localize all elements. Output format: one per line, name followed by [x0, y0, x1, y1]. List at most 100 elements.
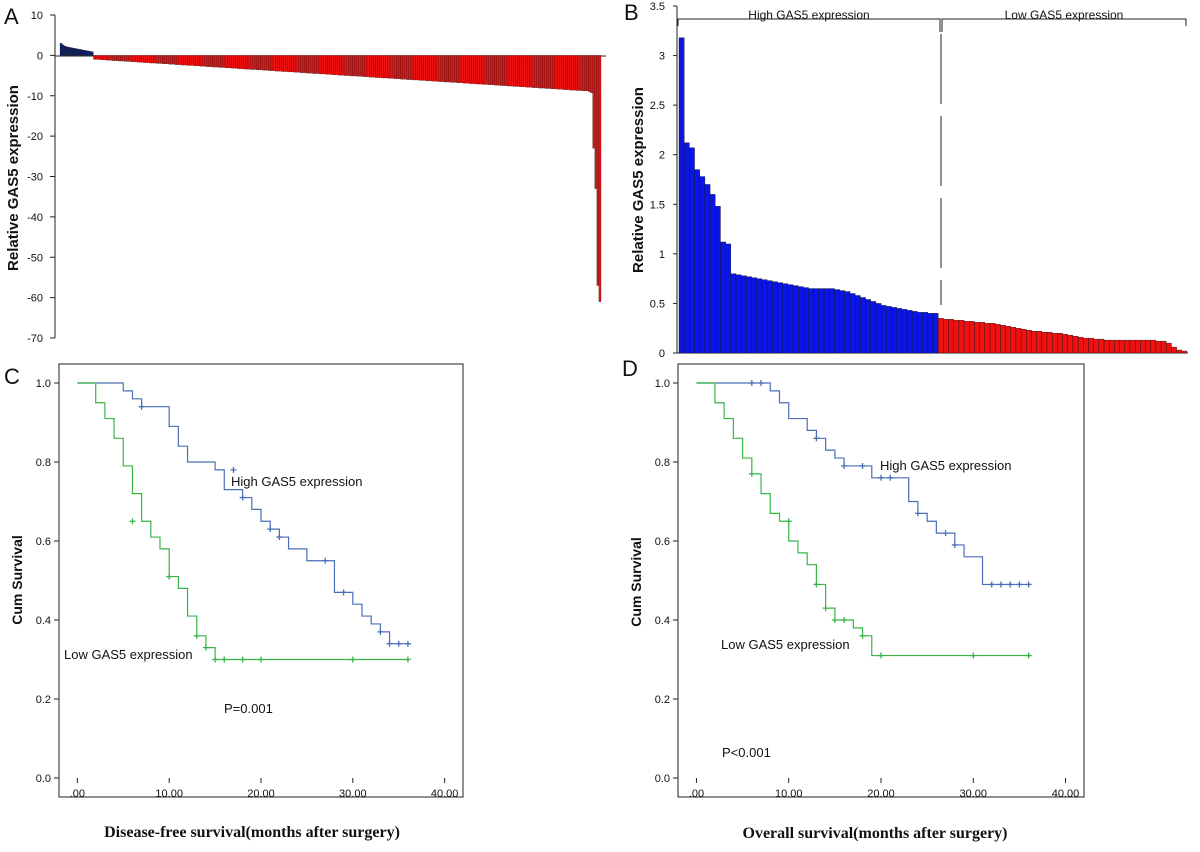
panel-b-bar [896, 308, 903, 354]
panel-a-bar [61, 44, 65, 56]
panel-a-bar [137, 55, 140, 63]
panel-d-y-tick-label: 1.0 [655, 378, 670, 390]
panel-a-bar [95, 55, 98, 60]
panel-b-bar [948, 319, 954, 354]
panel-b-bar [1088, 337, 1094, 354]
panel-d-plot-frame [677, 363, 1085, 798]
panel-a-bar [74, 48, 77, 56]
panel-b-bar [1155, 340, 1162, 354]
panel-a-bar [277, 55, 280, 72]
panel-b-bar [1062, 333, 1068, 354]
panel-a-bar [561, 55, 564, 90]
panel-b-bar [912, 311, 918, 354]
panel-b-bar [1124, 339, 1131, 354]
panel-a-bar [421, 55, 424, 81]
panel-b-bar [906, 310, 913, 354]
panel-a-bar [103, 55, 107, 60]
panel-b-bar [938, 318, 944, 354]
panel-a-bar [314, 55, 318, 74]
panel-b-y-tick-label: 0 [659, 348, 665, 360]
panel-a-bar [191, 55, 194, 66]
panel-b-bar [798, 286, 804, 354]
panel-a-bar [582, 55, 585, 92]
panel-b-bar [1134, 339, 1141, 354]
panel-a-bar [252, 55, 255, 70]
panel-a-letter: A [4, 4, 19, 29]
panel-a-bar [116, 55, 119, 61]
panel-c-censor-mark [258, 656, 264, 663]
panel-a-y-tick-label: -50 [27, 252, 43, 264]
panel-a-bar [544, 55, 547, 89]
panel-b-bar [1129, 339, 1136, 354]
panel-a-bar [66, 46, 69, 56]
panel-d-censor-mark [1025, 581, 1032, 588]
panel-d-censor-mark [841, 617, 848, 623]
panel-b-bar [1077, 336, 1084, 354]
panel-a-bar [404, 55, 407, 80]
panel-d-y-tick-label: 0.8 [655, 457, 670, 469]
panel-a-y-tick-label: -10 [27, 91, 43, 103]
panel-b-bar [974, 322, 980, 354]
panel-b-bar [1020, 329, 1027, 354]
panel-a-bar [135, 55, 138, 62]
panel-a-bar [364, 55, 368, 77]
panel-a-bar [552, 55, 556, 90]
panel-a-bar [289, 55, 292, 73]
panel-a-bar [262, 55, 265, 71]
panel-b-bar [839, 290, 846, 354]
panel-d-censor-mark [785, 518, 792, 525]
panel-a-bar [141, 55, 144, 63]
panel-d-censor-mark [1025, 652, 1032, 659]
panel-a: A Relative GAS5 expression 10 0 -10 -20 -30 -… [4, 4, 606, 345]
panel-a-bar [385, 55, 389, 79]
panel-a-bar [356, 55, 359, 77]
panel-c-censor-mark [221, 656, 228, 663]
panel-b-bar [875, 303, 882, 354]
panel-a-bar [160, 55, 163, 64]
panel-a-bar [293, 55, 297, 73]
panel-b-bar [984, 323, 991, 354]
panel-a-bar [579, 55, 583, 91]
panel-a-bar [229, 55, 232, 69]
panel-a-bar [523, 55, 526, 87]
panel-a-bar [189, 55, 192, 66]
panel-a-bar [297, 55, 301, 73]
panel-a-bar [519, 55, 522, 87]
panel-a-bar [155, 55, 159, 64]
panel-a-bar [517, 55, 520, 87]
panel-c-x-tick-label: 30.00 [339, 788, 367, 800]
panel-d-ylabel: Cum Survival [628, 537, 644, 626]
panel-a-bar [490, 55, 493, 85]
panel-a-bar [454, 55, 457, 83]
low-group-bracket [941, 18, 1187, 32]
panel-d-x-tick-label: 40.00 [1052, 788, 1080, 800]
panel-a-bar [435, 55, 439, 82]
panel-b-y-ticks: 0 0.5 1 1.5 2 2.5 3 3.5 [650, 1, 677, 360]
panel-a-bar [471, 55, 474, 84]
panel-a-bar [458, 55, 462, 83]
panel-b-bar [803, 287, 809, 354]
panel-b-bars [678, 37, 1188, 354]
panel-b-bar [1119, 339, 1125, 354]
panel-a-bar [112, 55, 115, 61]
panel-a-bar [285, 55, 288, 72]
panel-a-bar [350, 55, 353, 77]
panel-b-bar [886, 306, 892, 354]
panel-c-y-tick-label: 0.6 [36, 536, 51, 548]
panel-a-bar [483, 55, 487, 85]
panel-a-bar [463, 55, 466, 84]
panel-b-bar [963, 321, 970, 354]
panel-a-bar [235, 55, 238, 69]
panel-a-bar [256, 55, 259, 71]
panel-a-bar [567, 55, 570, 90]
panel-a-bar [68, 47, 71, 56]
panel-a-bar [479, 55, 483, 85]
panel-a-bar [481, 55, 485, 85]
panel-c-x-tick-label: 20.00 [247, 788, 275, 800]
panel-a-bar [571, 55, 574, 91]
panel-a-bar [78, 49, 82, 56]
panel-b-bar [699, 176, 706, 354]
panel-a-bar [377, 55, 380, 78]
panel-a-bar [473, 55, 476, 84]
